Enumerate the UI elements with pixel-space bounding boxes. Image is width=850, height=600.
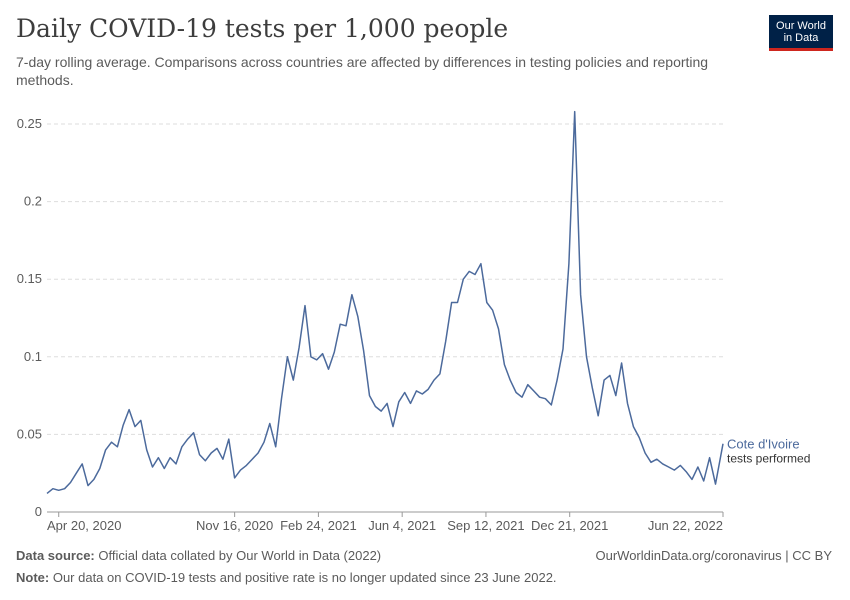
- x-tick-label: Nov 16, 2020: [196, 518, 273, 533]
- chart-title: Daily COVID-19 tests per 1,000 people: [16, 14, 509, 43]
- x-tick-label: Feb 24, 2021: [280, 518, 357, 533]
- source-link[interactable]: OurWorldinData.org/coronavirus | CC BY: [595, 548, 832, 563]
- x-tick-label: Jun 22, 2022: [648, 518, 723, 533]
- y-tick-label: 0.2: [24, 194, 42, 209]
- line-chart: 0 0.05 0.1 0.15 0.2 0.25 Apr 20, 2020 Nov 16, 2…: [17, 110, 810, 533]
- x-tick-label: Jun 4, 2021: [368, 518, 436, 533]
- note-label: Note:: [16, 570, 50, 585]
- chart-subtitle: 7-day rolling average. Comparisons acros…: [16, 54, 709, 88]
- y-tick-label: 0.05: [17, 426, 42, 441]
- logo-line-2: in Data: [783, 32, 819, 44]
- note: Note: Our data on COVID-19 tests and pos…: [16, 570, 557, 585]
- logo-line-1: Our World: [776, 20, 826, 32]
- x-tick-label: Sep 12, 2021: [447, 518, 524, 533]
- y-tick-label: 0.1: [24, 349, 42, 364]
- x-tick-label: Dec 21, 2021: [531, 518, 608, 533]
- data-source: Data source: Official data collated by O…: [16, 548, 381, 563]
- series-label-metric: tests performed: [727, 452, 810, 466]
- y-tick-label: 0.15: [17, 271, 42, 286]
- y-tick-label: 0.25: [17, 116, 42, 131]
- series-label-name: Cote d'Ivoire: [727, 437, 800, 452]
- x-tick-label: Apr 20, 2020: [47, 518, 121, 533]
- note-text: Our data on COVID-19 tests and positive …: [49, 570, 557, 585]
- owid-logo[interactable]: Our World in Data: [769, 15, 833, 51]
- y-tick-label: 0: [35, 504, 42, 519]
- series-line: [46, 110, 724, 494]
- data-source-label: Data source:: [16, 548, 95, 563]
- data-source-text: Official data collated by Our World in D…: [94, 548, 382, 563]
